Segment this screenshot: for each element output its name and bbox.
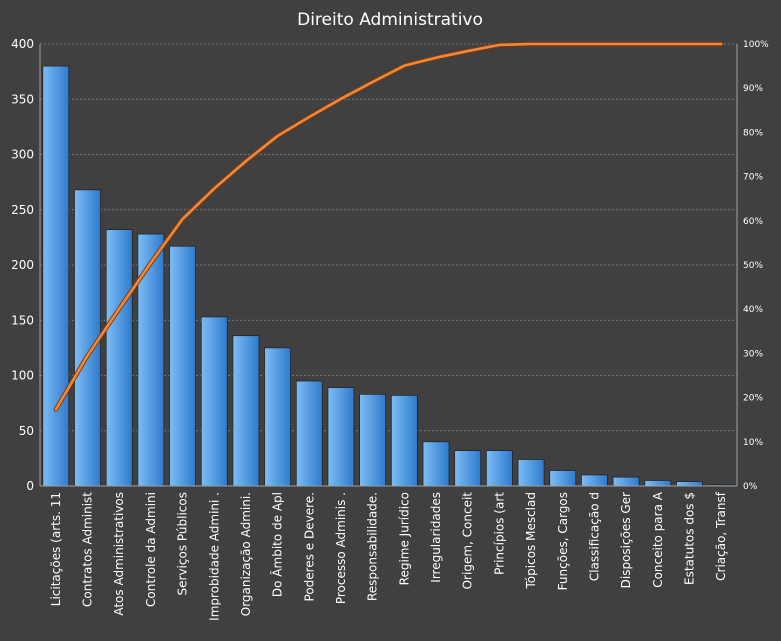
x-tick-label: Irregularidades xyxy=(429,492,443,583)
y-tick-label-left: 350 xyxy=(11,92,34,106)
bar xyxy=(295,380,323,487)
x-tick-label: Licitações (arts. 11 xyxy=(49,492,63,606)
x-tick-label: Controle da Admini xyxy=(144,492,158,607)
bar xyxy=(359,393,387,487)
y-tick-label-right: 70% xyxy=(743,173,763,183)
x-tick-label: Origem, Conceit xyxy=(461,492,475,590)
y-tick-label-right: 30% xyxy=(743,349,763,359)
x-tick-label: Funções, Cargos xyxy=(556,492,570,590)
y-tick-label-left: 250 xyxy=(11,203,34,217)
x-tick-label: Regime Jurídico xyxy=(397,492,411,585)
x-tick-label: Processo Adminis . xyxy=(334,492,348,604)
y-tick-label-left: 200 xyxy=(11,258,34,272)
pareto-line xyxy=(54,42,723,411)
bar xyxy=(105,229,133,487)
y-tick-label-right: 100% xyxy=(743,40,769,50)
bar xyxy=(676,481,703,487)
bar xyxy=(137,233,165,487)
x-tick-label: Conceito para A xyxy=(651,491,665,588)
x-tick-label: Serviços Públicos xyxy=(176,492,190,595)
y-tick-label-left: 50 xyxy=(19,424,34,438)
x-tick-label: Responsabilidade. xyxy=(366,492,380,601)
bar xyxy=(169,245,196,487)
x-tick-label: Disposições Ger xyxy=(619,492,633,588)
y-tick-label-left: 150 xyxy=(11,313,34,327)
y-tick-label-left: 300 xyxy=(11,148,34,162)
bar xyxy=(581,474,608,487)
bar xyxy=(422,441,450,487)
y-tick-label-right: 80% xyxy=(743,128,763,138)
y-tick-label-left: 0 xyxy=(26,479,34,493)
bar xyxy=(454,450,482,487)
x-tick-label: Contratos Administ xyxy=(81,492,95,607)
x-tick-label: Princípios (art xyxy=(492,492,506,575)
axes xyxy=(39,44,738,487)
bar xyxy=(327,387,355,487)
bar xyxy=(232,335,260,487)
bar xyxy=(612,476,640,487)
x-tick-label: Tópicos Mesclad xyxy=(524,492,538,589)
x-tick-label: Estatutos dos $ xyxy=(682,492,696,585)
y-tick-label-right: 20% xyxy=(743,394,763,404)
bar xyxy=(264,347,291,487)
bar xyxy=(644,480,672,487)
x-tick-label: Improbidade Admini . xyxy=(207,492,221,621)
y-axis-left-ticks: 0 50 100 150 200 250 300 350 400 xyxy=(11,37,34,493)
y-tick-label-left: 400 xyxy=(11,37,34,51)
y-tick-label-right: 60% xyxy=(743,217,763,227)
y-tick-label-left: 100 xyxy=(11,369,34,383)
bar xyxy=(486,450,513,487)
bar xyxy=(391,395,418,487)
x-tick-label: Organização Admini. xyxy=(239,492,253,616)
y-tick-label-right: 10% xyxy=(743,438,763,448)
bar xyxy=(42,65,70,487)
x-tick-label: Classificação d xyxy=(587,492,601,581)
bar xyxy=(200,316,228,487)
bar xyxy=(517,459,545,487)
chart-title: Direito Administrativo xyxy=(297,10,483,30)
x-tick-label: Atos Administrativos xyxy=(112,492,126,616)
x-tick-label: Poderes e Devere. xyxy=(302,492,316,601)
x-tick-label: Do Âmbito de Apl xyxy=(270,492,285,597)
y-tick-label-right: 40% xyxy=(743,305,763,315)
y-tick-label-right: 0% xyxy=(743,482,758,492)
y-axis-right-ticks: 0% 10% 20% 30% 40% 50% 60% 70% 80% 90% 100% xyxy=(743,40,769,492)
x-tick-label: Criação, Transf xyxy=(714,491,728,581)
y-tick-label-right: 50% xyxy=(743,261,763,271)
bar xyxy=(74,189,101,487)
bar-series xyxy=(42,65,735,487)
x-axis-ticks: Licitações (arts. 11 Contratos Administ At… xyxy=(49,491,728,621)
pareto-line-series xyxy=(53,41,724,412)
bar xyxy=(549,470,577,487)
y-tick-label-right: 90% xyxy=(743,84,763,94)
